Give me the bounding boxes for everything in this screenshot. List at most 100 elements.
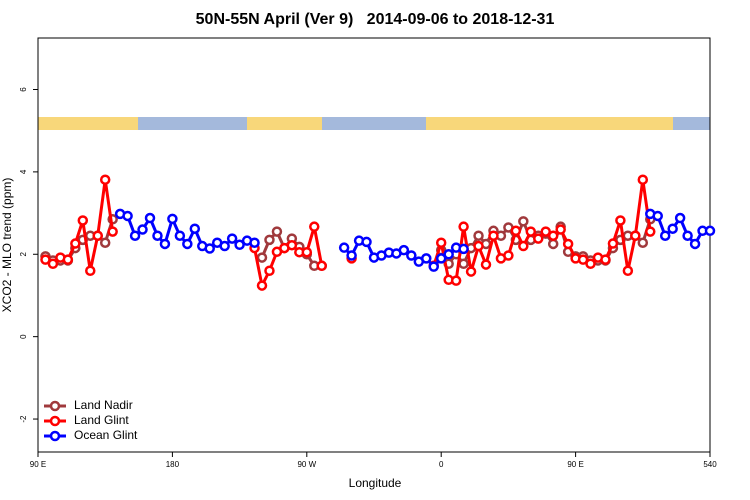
- data-point: [99, 237, 111, 248]
- data-point: [219, 240, 230, 252]
- data-point: [450, 275, 462, 286]
- data-point: [525, 226, 537, 237]
- data-point: [562, 238, 574, 250]
- surface-band: [38, 117, 710, 130]
- legend-label: Land Nadir: [74, 398, 133, 412]
- data-point: [309, 221, 320, 232]
- data-point: [122, 210, 133, 222]
- x-tick-label: 540: [703, 460, 717, 469]
- chart-title: 50N-55N April (Ver 9) 2014-09-06 to 2018…: [196, 11, 555, 28]
- data-point: [600, 254, 611, 265]
- series: [114, 208, 716, 272]
- data-point: [167, 213, 178, 225]
- land-band: [38, 117, 138, 130]
- y-tick-label: 2: [19, 251, 28, 256]
- data-point: [159, 238, 171, 250]
- data-point: [144, 212, 156, 224]
- data-point: [286, 239, 298, 251]
- data-point: [361, 236, 372, 248]
- legend-label: Ocean Glint: [74, 428, 138, 442]
- data-point: [518, 240, 529, 252]
- data-point: [652, 210, 663, 222]
- data-point: [518, 216, 529, 227]
- data-point: [458, 243, 469, 255]
- data-point: [510, 225, 522, 237]
- data-point: [704, 225, 716, 237]
- legend-marker: [49, 400, 61, 412]
- x-tick-label: 90 W: [297, 460, 316, 469]
- data-point: [234, 239, 245, 251]
- data-point: [577, 254, 589, 265]
- data-point: [107, 226, 118, 237]
- data-point: [398, 244, 410, 256]
- data-point: [540, 226, 551, 237]
- x-tick-label: 0: [439, 460, 444, 469]
- x-tick-label: 90 E: [567, 460, 583, 469]
- data-point: [547, 230, 559, 241]
- data-point: [674, 212, 686, 224]
- data-point: [406, 250, 417, 261]
- data-point: [264, 234, 275, 246]
- data-point: [189, 223, 201, 234]
- plot-frame: [37, 37, 711, 453]
- data-point: [465, 266, 477, 277]
- data-point: [226, 233, 238, 244]
- data-point: [47, 258, 59, 269]
- data-point: [152, 230, 163, 241]
- data-point: [667, 223, 678, 234]
- data-point: [204, 243, 215, 254]
- data-point: [271, 226, 283, 237]
- data-point: [346, 250, 357, 261]
- data-point: [458, 258, 469, 269]
- data-point: [533, 233, 544, 244]
- data-point: [182, 238, 193, 250]
- data-point: [70, 238, 81, 249]
- data-point: [682, 230, 693, 241]
- data-point: [435, 253, 447, 264]
- data-point: [473, 240, 484, 252]
- data-point: [301, 246, 313, 258]
- data-point: [615, 215, 626, 226]
- data-point: [40, 254, 51, 265]
- data-point: [480, 259, 492, 270]
- data-point: [99, 174, 111, 185]
- land-band: [426, 117, 673, 130]
- legend-label: Land Glint: [74, 413, 129, 427]
- data-point: [249, 237, 260, 248]
- data-point: [630, 230, 641, 241]
- y-axis-label: XCO2 - MLO trend (ppm): [0, 178, 14, 313]
- data-point: [622, 265, 634, 276]
- x-tick-label: 180: [166, 460, 180, 469]
- data-point: [637, 237, 649, 248]
- data-point: [256, 252, 268, 263]
- data-point: [85, 265, 96, 276]
- data-point: [421, 253, 432, 264]
- data-point: [62, 254, 74, 265]
- land-band: [247, 117, 322, 130]
- y-tick-label: 6: [19, 87, 28, 92]
- data-point: [503, 250, 514, 261]
- data-point: [428, 261, 439, 272]
- data-point: [689, 238, 701, 250]
- data-point: [92, 230, 103, 241]
- legend-marker: [49, 430, 61, 442]
- data-point: [645, 226, 656, 237]
- data-point: [129, 230, 141, 241]
- data-point: [585, 258, 596, 269]
- data-point: [555, 224, 566, 235]
- data-point: [547, 238, 559, 250]
- data-point: [264, 265, 275, 276]
- data-point: [77, 215, 89, 226]
- data-point: [607, 238, 619, 249]
- data-point: [137, 224, 148, 235]
- data-point: [458, 221, 469, 232]
- x-tick-label: 90 E: [30, 460, 46, 469]
- legend-marker: [49, 415, 61, 427]
- data-point: [256, 280, 268, 291]
- data-point: [473, 230, 484, 241]
- data-point: [637, 174, 649, 185]
- y-tick-label: 4: [19, 169, 28, 174]
- y-tick-label: -2: [19, 415, 28, 423]
